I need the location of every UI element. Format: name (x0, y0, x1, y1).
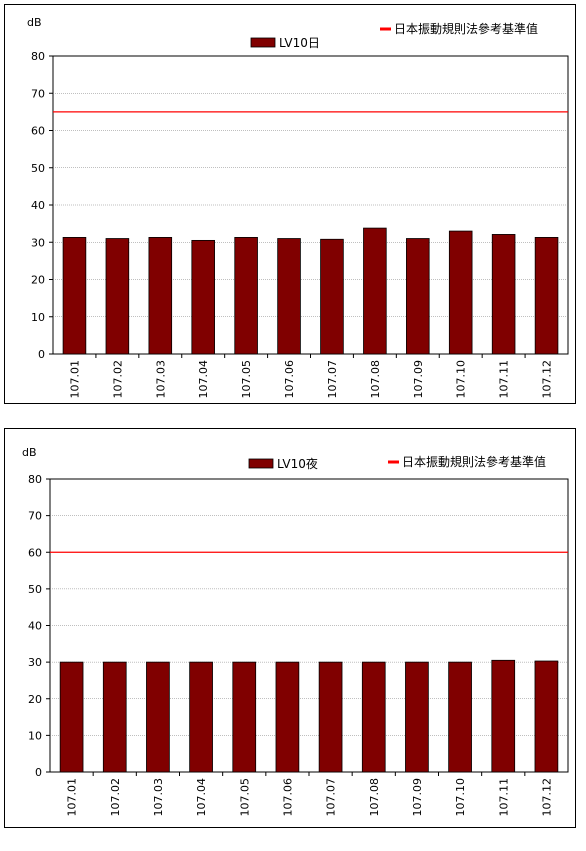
night-chart-svg: 0 10 20 30 40 50 60 70 80 dB 107.01 107.02 107.03 107… (22, 446, 569, 817)
night-x-tick-label: 107.07 (325, 778, 338, 817)
day-y-tick-label: 80 (31, 50, 45, 63)
night-chart-panel: 0 10 20 30 40 50 60 70 80 dB 107.01 107.02 107.03 107… (4, 428, 576, 828)
night-legend-series-label: LV10夜 (277, 456, 318, 471)
night-y-tick-label: 70 (28, 510, 42, 523)
night-bar (448, 661, 472, 773)
night-legend-reference-label: 日本振動規則法參考基準值 (402, 454, 546, 469)
night-bar (189, 661, 213, 773)
night-bar (275, 661, 300, 773)
day-bar (491, 234, 516, 355)
night-y-axis-unit: dB (22, 446, 37, 459)
day-y-axis-unit: dB (27, 16, 42, 29)
night-bar (59, 661, 84, 773)
night-y-tick-label: 40 (28, 620, 42, 633)
day-y-tick-label: 30 (31, 236, 45, 249)
day-x-tick-label: 107.05 (240, 360, 253, 399)
night-x-tick-label: 107.04 (195, 778, 208, 817)
day-bar (448, 230, 473, 355)
night-bar (318, 661, 343, 773)
day-y-tick-label: 40 (31, 199, 45, 212)
day-bar (62, 237, 87, 355)
day-y-tick-label: 50 (31, 162, 45, 175)
day-x-tick-label: 107.04 (197, 360, 210, 399)
night-x-tick-label: 107.06 (281, 778, 294, 817)
day-y-tick-label: 70 (31, 87, 45, 100)
day-bar (277, 238, 301, 355)
day-bar (406, 238, 430, 355)
night-x-tick-label: 107.02 (109, 778, 122, 817)
night-y-tick-label: 10 (28, 729, 42, 742)
night-bar (361, 661, 386, 773)
day-x-tick-label: 107.09 (412, 360, 425, 399)
day-chart-panel: 0 10 20 30 40 50 60 70 80 dB 107.01 107.02 107.03 107… (4, 4, 576, 404)
day-x-tick-label: 107.08 (369, 360, 382, 399)
night-legend-series-swatch (248, 458, 274, 469)
night-x-tick-label: 107.03 (152, 778, 165, 817)
day-y-tick-label: 10 (31, 311, 45, 324)
night-x-tick-label: 107.12 (540, 778, 553, 817)
night-x-tick-label: 107.01 (66, 778, 79, 817)
day-x-tick-label: 107.07 (326, 360, 339, 399)
night-bar (405, 661, 429, 773)
night-bar (491, 659, 516, 773)
day-y-tick-label: 20 (31, 274, 45, 287)
day-bar (234, 237, 258, 355)
day-y-tick-label: 60 (31, 125, 45, 138)
night-y-tick-label: 20 (28, 693, 42, 706)
night-x-tick-label: 107.10 (454, 778, 467, 817)
day-x-tick-label: 107.06 (283, 360, 296, 399)
day-y-tick-label: 0 (38, 348, 45, 361)
day-bar (534, 237, 559, 355)
night-y-tick-label: 0 (35, 766, 42, 779)
night-y-tick-label: 50 (28, 583, 42, 596)
day-x-tick-label: 107.03 (154, 360, 167, 399)
night-bar (534, 660, 559, 773)
night-y-tick-label: 30 (28, 656, 42, 669)
night-y-tick-label: 80 (28, 473, 42, 486)
day-legend-reference-label: 日本振動規則法參考基準值 (394, 21, 538, 36)
day-legend-series-label: LV10日 (279, 36, 320, 50)
day-x-tick-label: 107.11 (498, 360, 511, 399)
day-legend-series-swatch (250, 37, 276, 48)
day-bar (191, 239, 215, 355)
day-x-tick-label: 107.12 (541, 360, 554, 399)
day-bar (105, 238, 130, 355)
night-bar (232, 661, 257, 773)
night-x-tick-label: 107.08 (368, 778, 381, 817)
night-x-tick-label: 107.05 (238, 778, 251, 817)
day-x-tick-label: 107.01 (68, 360, 81, 399)
day-chart-svg: 0 10 20 30 40 50 60 70 80 dB 107.01 107.02 107.03 107… (27, 16, 569, 399)
night-x-tick-label: 107.09 (411, 778, 424, 817)
night-y-tick-label: 60 (28, 546, 42, 559)
night-bar (102, 661, 127, 773)
day-bar (363, 227, 387, 355)
day-x-tick-label: 107.02 (111, 360, 124, 399)
night-x-tick-label: 107.11 (497, 778, 510, 817)
day-x-tick-label: 107.10 (455, 360, 468, 399)
day-plot-area (52, 55, 569, 355)
day-bar (320, 238, 344, 355)
night-bar (146, 661, 170, 773)
day-bar (148, 237, 173, 355)
